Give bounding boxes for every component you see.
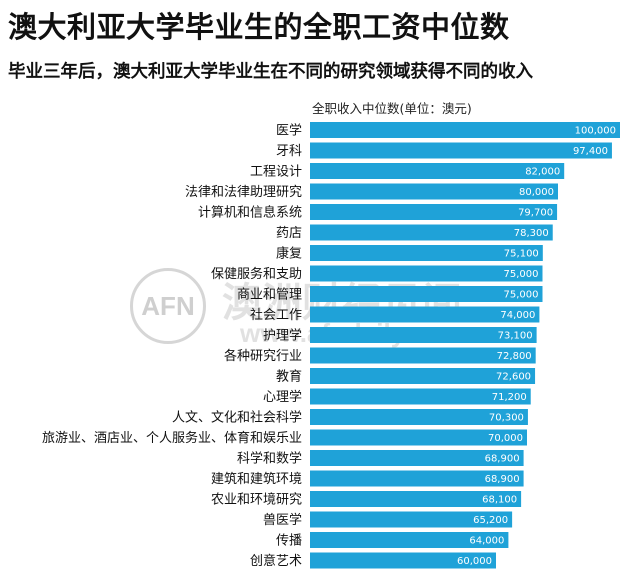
value-label: 72,800	[497, 351, 532, 362]
value-label: 71,200	[492, 392, 527, 403]
value-axis-label: 全职收入中位数(单位：澳元)	[312, 101, 472, 116]
bar	[310, 204, 558, 220]
bar	[310, 286, 543, 302]
category-label: 创意艺术	[250, 553, 302, 569]
category-label: 社会工作	[250, 307, 302, 323]
category-label: 药店	[276, 226, 302, 241]
bar	[310, 265, 543, 282]
category-label: 科学和数学	[237, 451, 302, 467]
value-label: 97,400	[573, 146, 608, 157]
category-label: 工程设计	[250, 165, 302, 180]
bar	[310, 122, 620, 138]
category-label: 商业和管理	[237, 288, 302, 303]
value-label: 68,100	[482, 495, 517, 506]
category-label: 心理学	[263, 389, 302, 405]
bar	[310, 183, 558, 200]
chart-subtitle: 毕业三年后，澳大利亚大学毕业生在不同的研究领域获得不同的收入	[8, 62, 533, 82]
category-label: 各种研究行业	[224, 348, 302, 364]
category-label: 旅游业、酒店业、个人服务业、体育和娱乐业	[42, 430, 302, 446]
bar	[310, 450, 524, 466]
category-label: 法律和法律助理研究	[185, 185, 302, 200]
bar	[310, 306, 540, 323]
value-label: 82,000	[525, 167, 560, 178]
value-label: 60,000	[457, 556, 492, 567]
bar	[310, 142, 612, 159]
value-label: 78,300	[514, 228, 549, 239]
bar	[310, 163, 565, 179]
chart-title: 澳大利亚大学毕业生的全职工资中位数	[8, 10, 510, 44]
category-label: 康复	[276, 246, 302, 262]
bar-group: 医学 100,000 牙科 97,400 工程设计 82,000 法律和法律助理研究 80,0…	[42, 122, 620, 569]
bar	[310, 224, 553, 241]
category-label: 建筑和建筑环境	[211, 471, 302, 487]
bar	[310, 327, 537, 343]
value-label: 73,100	[498, 331, 533, 342]
value-label: 80,000	[519, 187, 554, 198]
value-label: 100,000	[575, 126, 616, 137]
value-label: 79,700	[518, 208, 553, 219]
bar	[310, 388, 531, 405]
bar	[310, 491, 522, 507]
value-label: 75,000	[504, 290, 539, 301]
bar	[310, 552, 496, 569]
value-label: 68,900	[485, 454, 520, 465]
category-label: 农业和环境研究	[211, 493, 302, 508]
category-label: 教育	[276, 369, 302, 385]
category-label: 牙科	[276, 144, 302, 159]
category-label: 保健服务和支助	[211, 266, 302, 282]
category-label: 护理学	[263, 328, 302, 344]
value-label: 75,100	[504, 249, 539, 260]
bar	[310, 429, 527, 446]
bar	[310, 532, 509, 548]
category-label: 兽医学	[263, 512, 302, 528]
value-label: 70,000	[488, 433, 523, 444]
value-label: 68,900	[485, 474, 520, 485]
category-label: 人文、文化和社会科学	[172, 410, 302, 426]
bar	[310, 511, 513, 528]
category-label: 医学	[276, 123, 302, 139]
bar	[310, 245, 543, 261]
value-label: 70,300	[489, 413, 524, 424]
value-label: 64,000	[469, 536, 504, 547]
category-label: 计算机和信息系统	[198, 205, 302, 221]
value-label: 74,000	[500, 310, 535, 321]
value-label: 72,600	[496, 372, 531, 383]
value-label: 65,200	[473, 515, 508, 526]
bar	[310, 368, 536, 384]
bar	[310, 347, 536, 364]
category-label: 传播	[276, 534, 302, 549]
value-label: 75,000	[504, 269, 539, 280]
bar	[310, 470, 524, 487]
bar	[310, 409, 528, 425]
